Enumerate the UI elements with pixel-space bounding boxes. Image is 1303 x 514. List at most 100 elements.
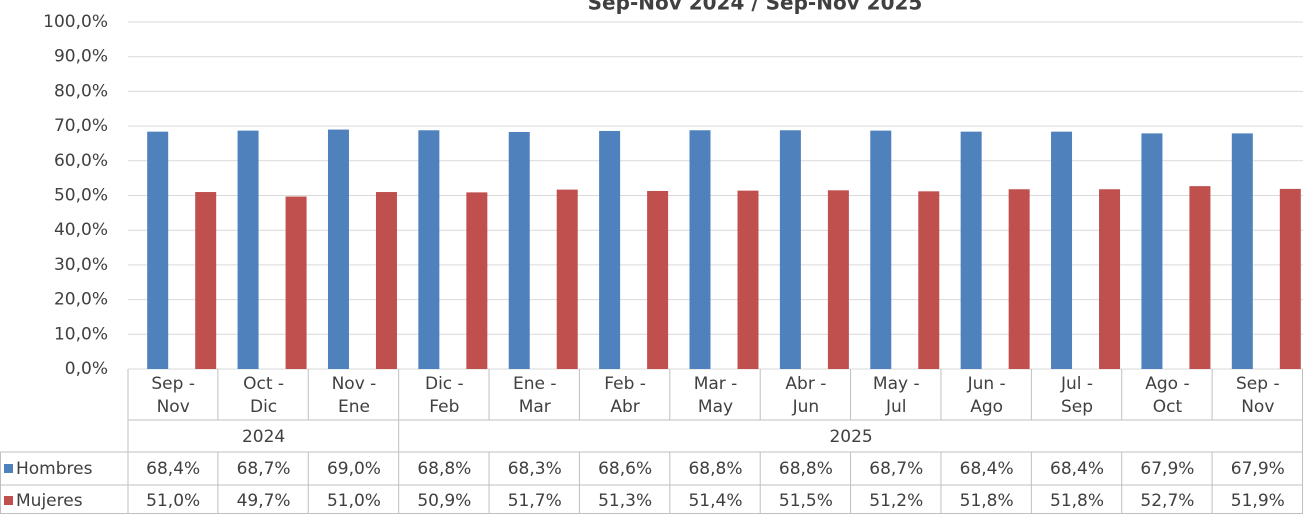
bar [375,192,397,369]
x-tick-label-line: Ene - [513,374,557,394]
x-tick-label-line: Jul [885,397,907,417]
group-label: 2025 [829,427,872,447]
x-tick-label: Sep - Nov [1236,374,1280,417]
table-value: 68,8% [417,459,471,479]
bar [599,130,621,369]
x-tick-label: Jul - Sep [1060,374,1093,417]
bar [827,190,849,369]
bar [1189,186,1211,369]
table-value: 68,3% [508,459,562,479]
x-tick-label: Ago - Oct [1145,374,1189,417]
bar [1008,189,1030,369]
bar [508,131,530,369]
bar [779,130,801,369]
table-value: 52,7% [1140,491,1194,511]
bar [556,189,578,369]
x-tick-label-line: Sep - [1236,374,1280,394]
x-tick-label-line: Sep [1061,397,1093,417]
y-tick-label: 0,0% [65,359,108,379]
table-value: 51,4% [688,491,742,511]
x-tick-label: Jun - Ago [967,374,1006,417]
table-value: 67,9% [1140,459,1194,479]
y-tick-label: 10,0% [54,324,108,344]
x-tick-label-line: Ago - [1145,374,1189,394]
legend-swatch [4,496,13,505]
table-value: 68,4% [960,459,1014,479]
table-value: 51,3% [598,491,652,511]
table-value: 68,7% [869,459,923,479]
y-tick-label: 70,0% [54,116,108,136]
x-tick-label-line: Mar [519,397,551,417]
x-tick-label-line: Ene [338,397,370,417]
x-tick-label-line: Jun - [967,374,1006,394]
x-tick-label: Abr - Jun [785,374,826,417]
x-tick-label: Ene - Mar [513,374,557,417]
y-tick-label: 60,0% [54,151,108,171]
bar [1051,131,1073,369]
x-tick-label-line: Ago [970,397,1003,417]
x-tick-label-line: Feb [429,397,459,417]
x-tick-label-line: Oct - [243,374,284,394]
y-tick-label: 50,0% [54,186,108,206]
y-tick-label: 20,0% [54,290,108,310]
y-tick-label: 30,0% [54,255,108,275]
table-value: 69,0% [327,459,381,479]
bar [237,130,259,369]
table-value: 68,6% [598,459,652,479]
x-tick-label-line: Sep - [151,374,195,394]
x-tick-label-line: May - [873,374,920,394]
table-value: 68,4% [146,459,200,479]
bar [918,191,940,369]
x-tick-label: Sep - Nov [151,374,195,417]
bar [870,130,892,369]
table-value: 51,0% [146,491,200,511]
table-value: 51,8% [960,491,1014,511]
x-tick-label-line: Feb - [604,374,646,394]
x-tick-label-line: Abr - [785,374,826,394]
table-value: 51,0% [327,491,381,511]
table-value: 68,8% [779,459,833,479]
x-tick-label: Mar - May [694,374,738,417]
x-tick-label: Dic - Feb [425,374,464,417]
table-value: 67,9% [1231,459,1285,479]
x-tick-label-line: Abr [610,397,639,417]
group-label: 2024 [242,427,285,447]
bar [327,129,349,369]
x-tick-label-line: May [698,397,733,417]
legend-label: Hombres [16,459,93,479]
table-value: 51,8% [1050,491,1104,511]
bar [147,131,169,369]
x-tick-label: Nov - Ene [332,374,377,417]
table-value: 50,9% [417,491,471,511]
table-value: 68,7% [237,459,291,479]
table-value: 51,7% [508,491,562,511]
bar [737,190,759,369]
y-tick-label: 40,0% [54,220,108,240]
y-tick-label: 100,0% [43,12,108,32]
table-value: 68,4% [1050,459,1104,479]
y-tick-label: 90,0% [54,47,108,67]
table-value: 68,8% [688,459,742,479]
x-tick-label-line: Jul - [1060,374,1093,394]
x-tick-label-line: Dic - [425,374,464,394]
x-tick-label: Oct - Dic [243,374,284,417]
bar [647,190,669,369]
table-value: 51,9% [1231,491,1285,511]
bar [418,130,440,369]
legend-label: Mujeres [16,491,83,511]
table-value: 51,2% [869,491,923,511]
x-tick-label-line: Nov [1241,397,1274,417]
x-tick-label-line: Oct [1153,397,1183,417]
bar [1279,188,1301,369]
table-value: 49,7% [237,491,291,511]
bar [960,131,982,369]
x-tick-label: Feb - Abr [604,374,646,417]
legend-swatch [4,464,13,473]
bar [466,192,488,369]
chart-title: Sep-Nov 2024 / Sep-Nov 2025 [588,0,923,15]
y-tick-label: 80,0% [54,81,108,101]
x-tick-label-line: Nov [157,397,190,417]
x-tick-label-line: Dic [250,397,277,417]
bar [689,130,711,369]
